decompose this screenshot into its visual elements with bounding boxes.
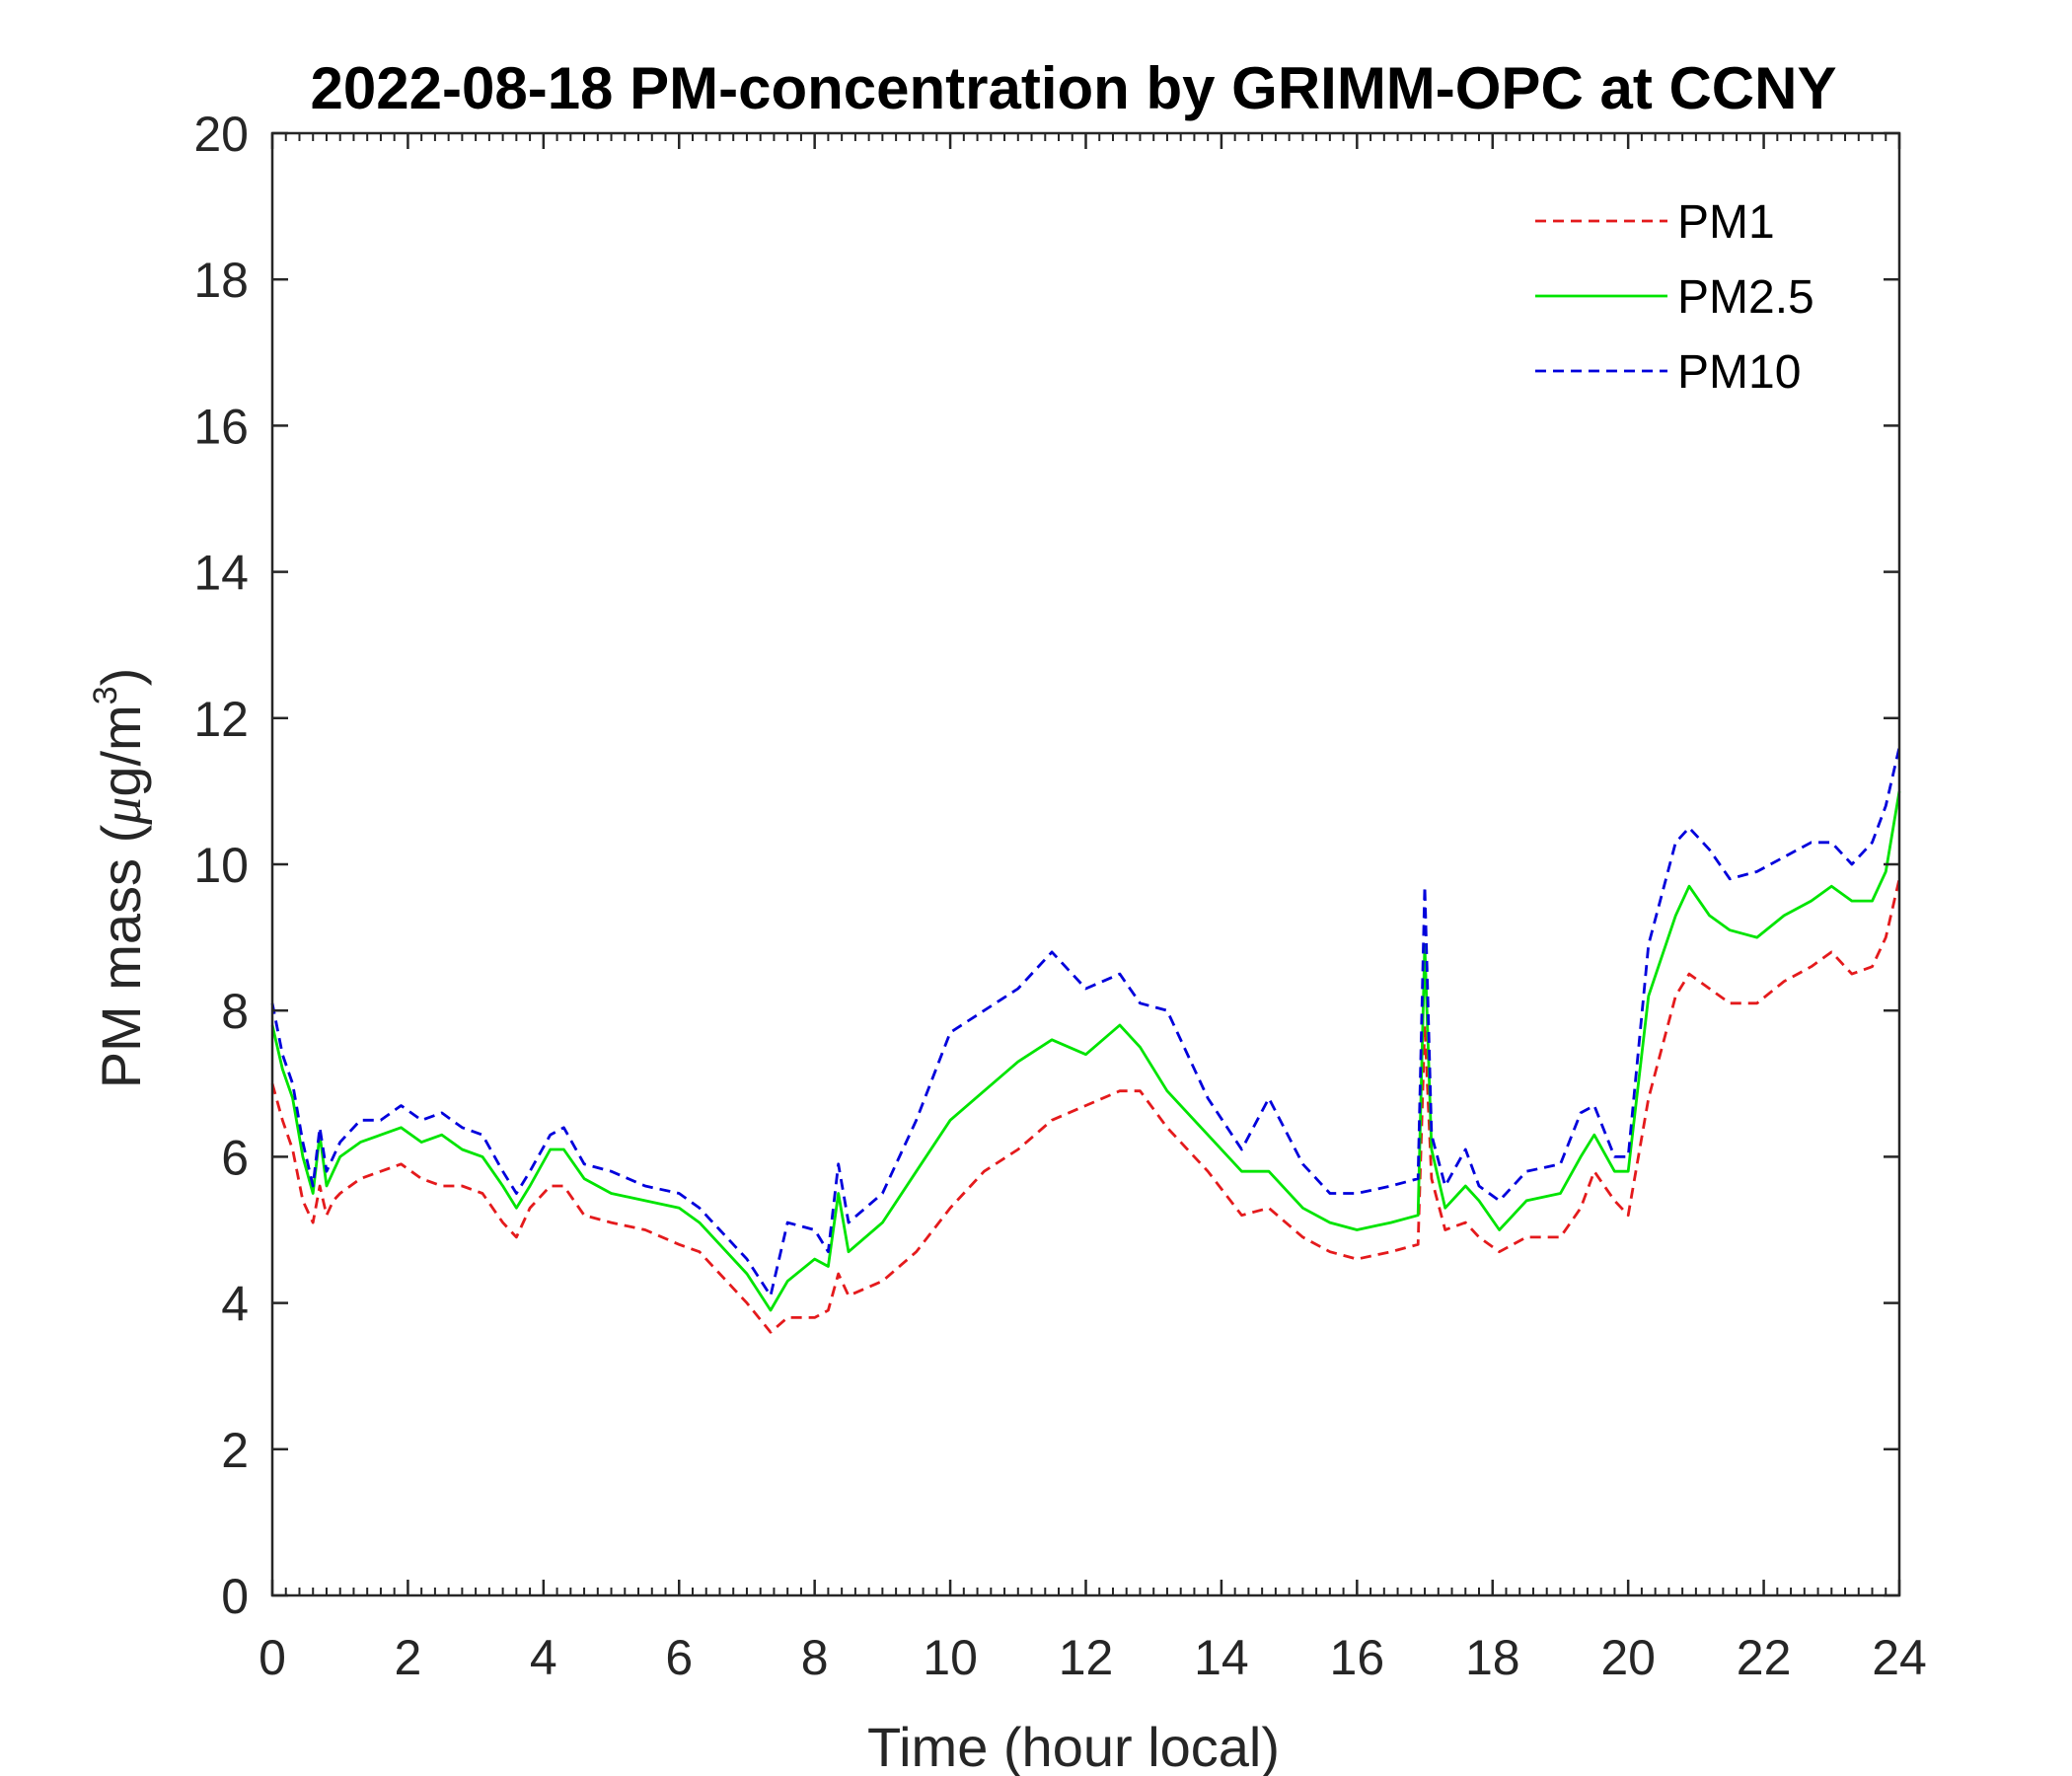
legend-label: PM10 [1677,346,1801,399]
y-axis-label-main: PM mass ( [90,824,152,1088]
y-tick-label: 20 [193,107,249,162]
x-tick-label: 6 [665,1630,693,1685]
x-tick-label: 20 [1600,1630,1656,1685]
y-tick-label: 14 [193,546,249,601]
y-axis-label-close: ) [90,668,152,687]
x-tick-label: 24 [1872,1630,1927,1685]
x-tick-label: 2 [395,1630,422,1685]
plot-lines [270,747,1901,1334]
series-line-pm25 [270,790,1901,1312]
x-tick-label: 14 [1194,1630,1249,1685]
x-tick-label: 10 [923,1630,978,1685]
x-tick-label: 8 [801,1630,829,1685]
y-axis-label: PM mass (μg/m3) [87,668,153,1089]
y-axis-label-unit: g/m [90,704,152,796]
x-tick-label: 0 [259,1630,286,1685]
y-tick-label: 8 [221,984,249,1039]
x-tick-label: 16 [1330,1630,1385,1685]
legend: PM1 PM2.5 PM10 [1535,196,1814,399]
y-tick-label: 0 [221,1569,249,1624]
chart-title: 2022-08-18 PM-concentration by GRIMM-OPC… [311,55,1837,121]
x-tick-label: 22 [1737,1630,1792,1685]
y-tick-label: 16 [193,399,249,454]
y-tick-label: 2 [221,1423,249,1478]
y-tick-label: 18 [193,253,249,308]
x-axis-label: Time (hour local) [867,1716,1280,1776]
x-tick-label: 18 [1465,1630,1520,1685]
series-line-pm1 [270,878,1901,1334]
series-line-pm10 [270,747,1901,1297]
x-tick-label: 4 [530,1630,557,1685]
y-tick-label: 10 [193,838,249,893]
legend-label: PM1 [1677,196,1775,249]
legend-label: PM2.5 [1677,271,1814,324]
y-axis-label-mu: μ [92,797,153,826]
x-tick-label: 12 [1059,1630,1114,1685]
y-tick-label: 6 [221,1130,249,1185]
y-tick-label: 4 [221,1277,249,1332]
y-axis-label-superscript: 3 [87,686,124,704]
y-tick-label: 12 [193,692,249,747]
